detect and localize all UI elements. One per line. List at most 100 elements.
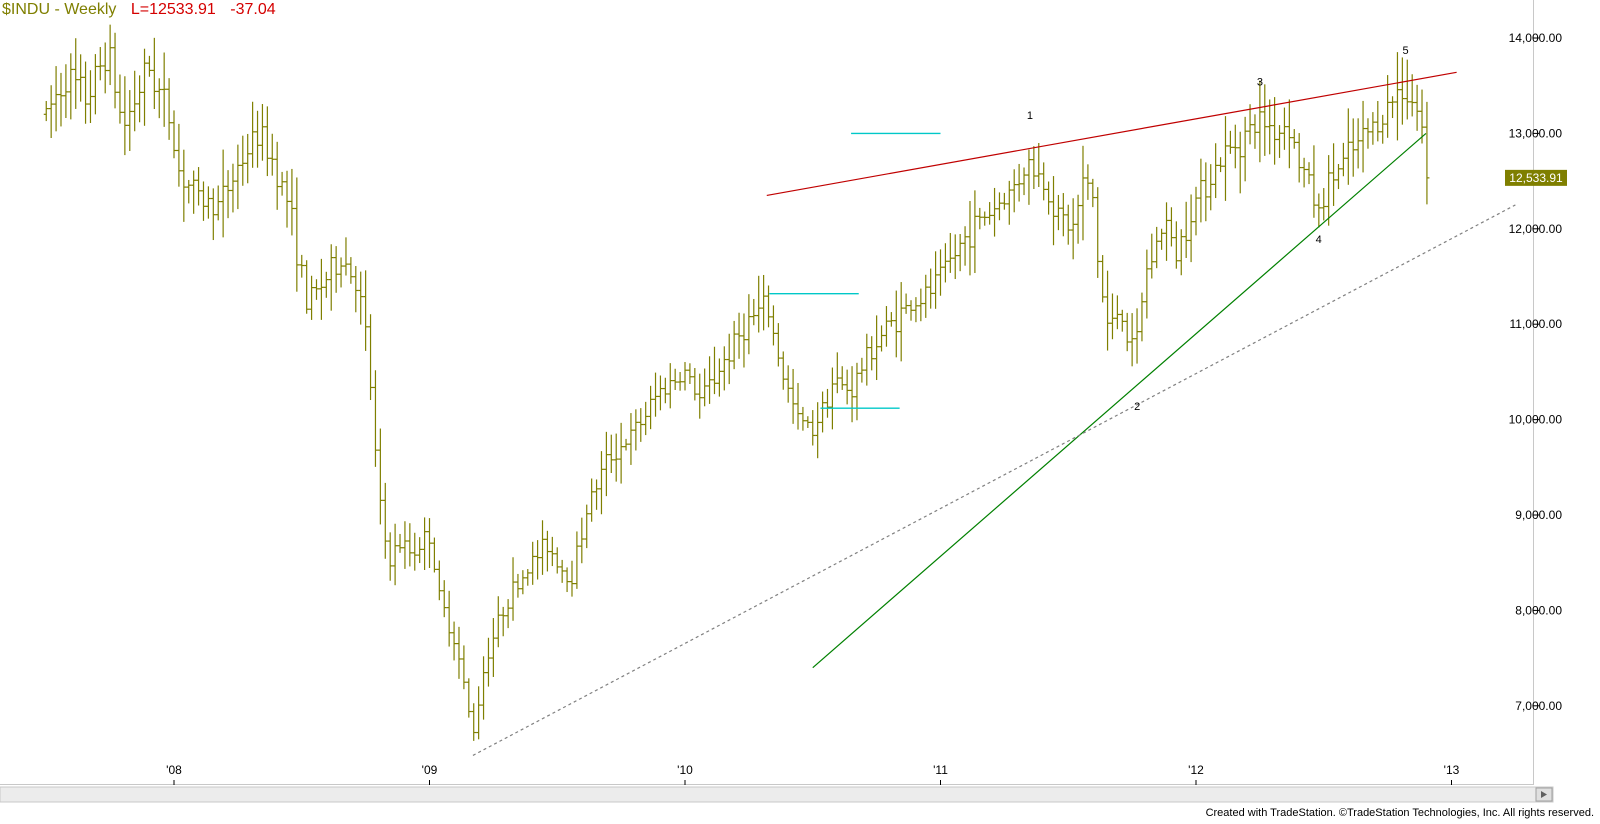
ohlc-bar [510,557,516,621]
ohlc-bar [1277,125,1283,158]
ohlc-bar [451,621,457,661]
ohlc-bar [1380,114,1386,144]
ohlc-bar [785,365,791,403]
ohlc-bar [353,266,359,313]
ohlc-bar [598,451,604,515]
ohlc-bar [672,368,678,390]
ohlc-bar [1291,129,1297,149]
ohlc-bar [1340,142,1346,177]
ohlc-bar [987,202,993,225]
ohlc-bar [1070,198,1076,260]
ohlc-bar [1281,107,1287,150]
ohlc-bar [73,38,79,109]
ohlc-bar [58,72,64,127]
ohlc-bar [1262,84,1268,156]
ohlc-bar [122,76,128,156]
ohlc-bar [1144,249,1150,319]
ohlc-bar [1286,99,1292,169]
y-tick-label: 10,000.00 [1509,413,1563,427]
ohlc-bar [520,570,526,595]
ohlc-bar [1222,116,1228,201]
ohlc-bar [166,78,172,140]
ohlc-bar [269,133,275,176]
ohlc-bar [1360,100,1366,173]
ohlc-bar [721,346,727,391]
trendline-lower-support[interactable] [812,132,1427,669]
ohlc-bar [1385,75,1391,138]
price-bars [43,24,1430,741]
ohlc-bar [559,559,565,583]
ohlc-bar [245,133,251,184]
ohlc-bar [1134,308,1140,364]
ohlc-bar [377,428,383,525]
ohlc-bar [1036,142,1042,188]
ohlc-bar [461,645,467,690]
ohlc-bar [903,293,909,314]
ohlc-bar [928,268,934,309]
ohlc-bar [225,170,231,219]
ohlc-bar [1331,143,1337,206]
ohlc-bar [1011,169,1017,213]
ohlc-bar [422,517,428,571]
ohlc-bar [756,275,762,333]
horizontal-scrollbar[interactable] [0,786,1554,803]
ohlc-bar [1168,207,1174,247]
ohlc-bar [623,438,629,451]
ohlc-bar [417,537,423,564]
ohlc-bar [805,416,811,429]
ohlc-bar [731,320,737,370]
ohlc-bar [977,207,983,230]
ohlc-bar [1129,313,1135,367]
ohlc-bar [525,569,531,586]
wave-label: 3 [1257,77,1263,89]
chevron-right-icon [1541,791,1547,798]
ohlc-bar [864,333,870,386]
ohlc-bar [338,257,344,288]
ohlc-bar [613,433,619,482]
ohlc-bar [1100,255,1106,303]
ohlc-bar [1178,229,1184,276]
ohlc-bar [495,596,501,648]
drawing-tools [472,71,1516,756]
ohlc-bar [240,135,246,186]
trendline-long-term-support[interactable] [472,204,1516,756]
ohlc-bar [839,366,845,390]
ohlc-bar [1296,133,1302,183]
trendline-upper-channel[interactable] [766,71,1457,197]
ohlc-bar [431,537,437,573]
wave-labels: 1 2 3 4 5 [1027,45,1409,413]
ohlc-bar [594,479,600,510]
ohlc-bar [117,74,123,124]
ohlc-bar [657,375,663,411]
ohlc-bar [923,274,929,318]
ohlc-bar [1119,309,1125,332]
ohlc-bar [564,567,570,593]
ohlc-bar [87,70,93,123]
ohlc-bar [643,401,649,436]
ohlc-bar [1301,157,1307,188]
ohlc-bar [146,55,152,77]
x-tick-label: '08 [166,763,182,777]
ohlc-bar [933,251,939,309]
ohlc-bar [299,254,305,278]
ohlc-bar [107,24,113,86]
ohlc-bar [800,406,806,431]
ohlc-bar [1404,59,1410,120]
ohlc-bar [1001,192,1007,210]
ohlc-bar [653,372,659,417]
ohlc-bar [775,323,781,367]
ohlc-bar [1247,104,1253,145]
y-tick-label: 14,000.00 [1509,31,1563,45]
ohlc-bar [1390,96,1396,119]
ohlc-bar [481,656,487,720]
symbol-label: $INDU - Weekly [2,1,117,18]
ohlc-bar [1164,202,1170,261]
ohlc-bar [820,391,826,433]
ohlc-bar [908,300,914,321]
ohlc-bar [255,110,261,168]
ohlc-bar [810,410,816,446]
ohlc-bar [589,478,595,522]
ohlc-bar [1149,233,1155,279]
ohlc-bar [1218,157,1224,173]
